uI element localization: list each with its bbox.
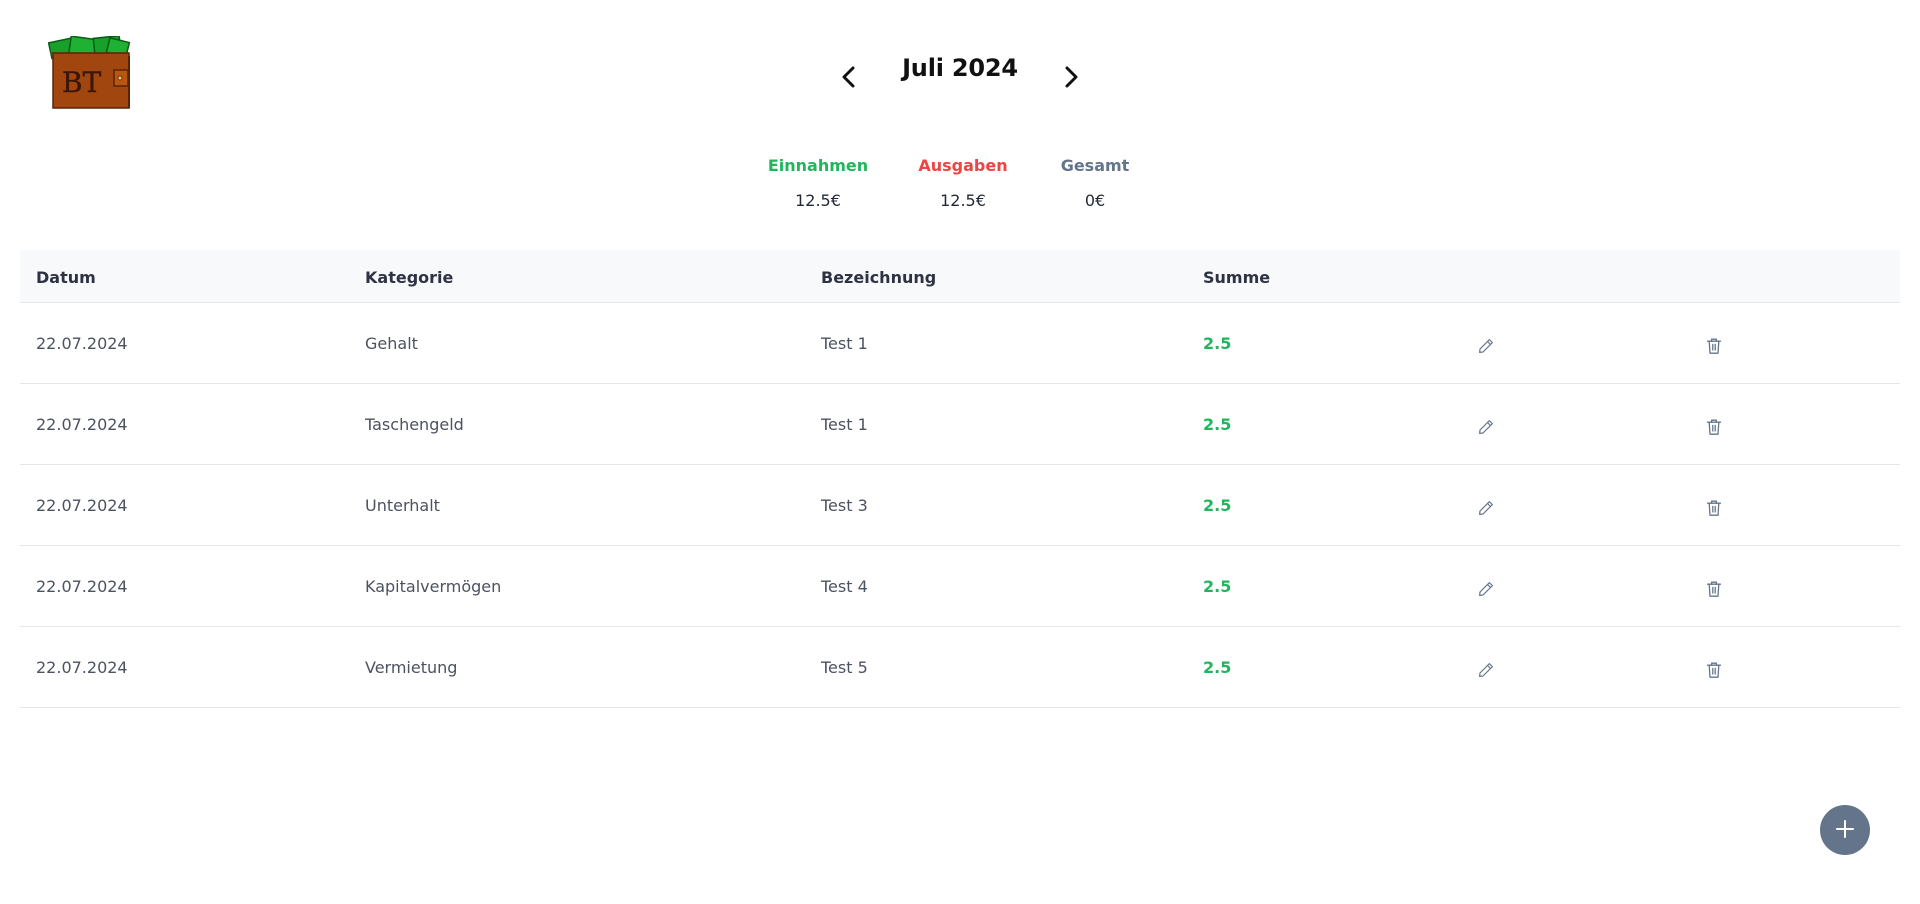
total-value: 0€: [1084, 191, 1106, 210]
income-label: Einnahmen: [767, 156, 869, 175]
cell-description: Test 5: [821, 658, 868, 677]
delete-button[interactable]: [1703, 418, 1725, 440]
trash-icon: [1706, 418, 1722, 440]
trash-icon: [1706, 661, 1722, 683]
income-summary: Einnahmen 12.5€: [748, 156, 888, 210]
cell-category: Gehalt: [365, 334, 418, 353]
next-month-button[interactable]: [1053, 60, 1089, 96]
table-header: Datum Kategorie Bezeichnung Summe: [20, 250, 1900, 303]
cell-category: Taschengeld: [365, 415, 464, 434]
delete-button[interactable]: [1703, 580, 1725, 602]
income-value: 12.5€: [795, 191, 841, 210]
column-header-date[interactable]: Datum: [36, 268, 96, 287]
expense-value: 12.5€: [940, 191, 986, 210]
month-navigation: Juli 2024: [0, 50, 1920, 100]
edit-button[interactable]: [1475, 337, 1497, 359]
expense-summary: Ausgaben 12.5€: [893, 156, 1033, 210]
pencil-icon: [1477, 661, 1495, 683]
chevron-left-icon: [840, 66, 858, 91]
cell-sum: 2.5: [1203, 415, 1232, 434]
cell-date: 22.07.2024: [36, 415, 128, 434]
column-header-category[interactable]: Kategorie: [365, 268, 454, 287]
delete-button[interactable]: [1703, 337, 1725, 359]
delete-button[interactable]: [1703, 661, 1725, 683]
svg-text:BT: BT: [62, 66, 102, 99]
table-row: 22.07.2024 Gehalt Test 1 2.5: [20, 303, 1900, 384]
cell-description: Test 1: [821, 334, 868, 353]
cell-category: Kapitalvermögen: [365, 577, 502, 596]
cell-description: Test 4: [821, 577, 868, 596]
wallet-logo: BT: [47, 34, 134, 110]
delete-button[interactable]: [1703, 499, 1725, 521]
edit-button[interactable]: [1475, 580, 1497, 602]
transactions-table: Datum Kategorie Bezeichnung Summe 22.07.…: [20, 250, 1900, 708]
cell-description: Test 1: [821, 415, 868, 434]
cell-date: 22.07.2024: [36, 577, 128, 596]
pencil-icon: [1477, 499, 1495, 521]
plus-icon: [1834, 818, 1856, 843]
cell-sum: 2.5: [1203, 496, 1232, 515]
cell-description: Test 3: [821, 496, 868, 515]
cell-category: Unterhalt: [365, 496, 440, 515]
column-header-description[interactable]: Bezeichnung: [821, 268, 937, 287]
cell-date: 22.07.2024: [36, 334, 128, 353]
cell-sum: 2.5: [1203, 577, 1232, 596]
table-row: 22.07.2024 Taschengeld Test 1 2.5: [20, 384, 1900, 465]
trash-icon: [1706, 337, 1722, 359]
pencil-icon: [1477, 418, 1495, 440]
month-title: Juli 2024: [902, 54, 1018, 82]
previous-month-button[interactable]: [831, 60, 867, 96]
trash-icon: [1706, 580, 1722, 602]
edit-button[interactable]: [1475, 661, 1497, 683]
edit-button[interactable]: [1475, 418, 1497, 440]
add-entry-button[interactable]: [1820, 805, 1870, 855]
cell-sum: 2.5: [1203, 658, 1232, 677]
table-row: 22.07.2024 Unterhalt Test 3 2.5: [20, 465, 1900, 546]
monthly-summary: Einnahmen 12.5€ Ausgaben 12.5€ Gesamt 0€: [0, 156, 1920, 226]
expense-label: Ausgaben: [918, 156, 1008, 175]
cell-category: Vermietung: [365, 658, 458, 677]
total-label: Gesamt: [1060, 156, 1130, 175]
table-row: 22.07.2024 Kapitalvermögen Test 4 2.5: [20, 546, 1900, 627]
trash-icon: [1706, 499, 1722, 521]
cell-sum: 2.5: [1203, 334, 1232, 353]
chevron-right-icon: [1062, 66, 1080, 91]
pencil-icon: [1477, 580, 1495, 602]
edit-button[interactable]: [1475, 499, 1497, 521]
table-row: 22.07.2024 Vermietung Test 5 2.5: [20, 627, 1900, 708]
total-summary: Gesamt 0€: [1025, 156, 1165, 210]
cell-date: 22.07.2024: [36, 658, 128, 677]
column-header-sum[interactable]: Summe: [1203, 268, 1271, 287]
pencil-icon: [1477, 337, 1495, 359]
cell-date: 22.07.2024: [36, 496, 128, 515]
